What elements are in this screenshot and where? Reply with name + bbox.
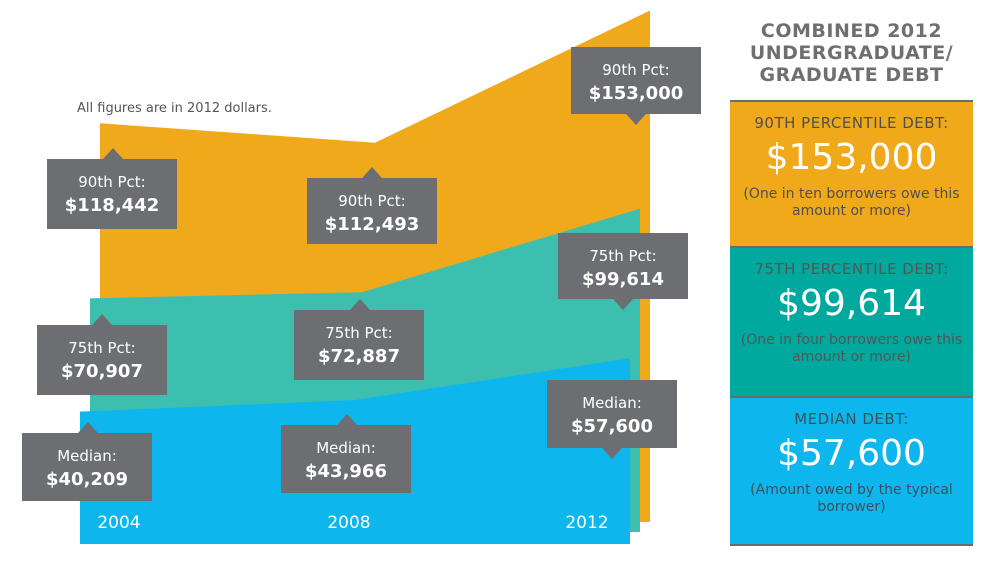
callout-p75-2012: 75th Pct: $99,614 <box>558 233 688 310</box>
callout-value: $57,600 <box>571 416 653 437</box>
panel-amount: $57,600 <box>777 433 926 474</box>
sidebar-title-line: COMBINED 2012 <box>760 20 943 42</box>
callout-series-name: 75th Pct: <box>589 247 656 265</box>
sidebar-title-line: GRADUATE DEBT <box>759 64 944 86</box>
callout-box <box>37 325 167 395</box>
callout-series-name: 75th Pct: <box>325 324 392 342</box>
callout-box <box>22 433 152 501</box>
panel-median: MEDIAN DEBT: $57,600 (Amount owed by the… <box>730 396 973 546</box>
callout-pointer <box>613 299 633 310</box>
callout-median-2004: Median: $40,209 <box>22 422 152 501</box>
panel-label: MEDIAN DEBT: <box>794 410 909 428</box>
callout-value: $118,442 <box>65 195 160 216</box>
callout-box <box>47 159 177 229</box>
x-axis-labels: 2004 2008 2012 <box>97 513 608 533</box>
debt-area-chart: 2004 2008 2012 90th Pct: $118,442 90th Pct: $… <box>22 10 701 544</box>
x-tick-label: 2012 <box>565 513 608 533</box>
callout-series-name: 90th Pct: <box>78 173 145 191</box>
callout-median-2008: Median: $43,966 <box>281 414 411 493</box>
callout-box <box>281 425 411 493</box>
callout-pointer <box>350 299 370 310</box>
callout-p75-2004: 75th Pct: $70,907 <box>37 314 167 395</box>
sidebar-title: COMBINED 2012 UNDERGRADUATE/ GRADUATE DE… <box>730 20 973 86</box>
callout-value: $153,000 <box>589 83 684 104</box>
panel-description: (Amount owed by the typical borrower) <box>750 482 953 515</box>
callout-series-name: 75th Pct: <box>68 339 135 357</box>
callout-p90-2012: 90th Pct: $153,000 <box>571 47 701 125</box>
callout-box <box>307 178 437 244</box>
summary-sidebar: COMBINED 2012 UNDERGRADUATE/ GRADUATE DE… <box>730 0 973 567</box>
panel-75th-percentile: 75TH PERCENTILE DEBT: $99,614 (One in fo… <box>730 246 973 396</box>
panel-amount: $99,614 <box>777 283 926 324</box>
callout-p90-2004: 90th Pct: $118,442 <box>47 148 177 229</box>
panel-description: (One in ten borrowers owe this amount or… <box>743 186 960 219</box>
panel-label: 90TH PERCENTILE DEBT: <box>754 114 949 132</box>
callout-pointer <box>626 114 646 125</box>
callout-median-2012: Median: $57,600 <box>547 380 677 459</box>
callout-box <box>571 47 701 114</box>
callout-pointer <box>337 414 357 425</box>
callout-pointer <box>92 314 112 325</box>
callout-series-name: Median: <box>57 447 117 465</box>
callout-value: $70,907 <box>61 361 143 382</box>
callout-box <box>558 233 688 299</box>
panel-description: (One in four borrowers owe this amount o… <box>740 332 963 365</box>
callout-p90-2008: 90th Pct: $112,493 <box>307 167 437 244</box>
dollars-note: All figures are in 2012 dollars. <box>77 101 272 116</box>
callout-series-name: 90th Pct: <box>602 61 669 79</box>
x-tick-label: 2008 <box>327 513 370 533</box>
panel-amount: $153,000 <box>765 137 938 178</box>
callout-pointer <box>103 148 123 159</box>
callout-box <box>294 310 424 380</box>
callout-value: $43,966 <box>305 461 387 482</box>
x-tick-label: 2004 <box>97 513 140 533</box>
sidebar-title-line: UNDERGRADUATE/ <box>749 42 954 64</box>
panel-label: 75TH PERCENTILE DEBT: <box>754 260 949 278</box>
callout-series-name: Median: <box>582 394 642 412</box>
callout-pointer <box>362 167 382 178</box>
callout-value: $99,614 <box>582 269 664 290</box>
callout-p75-2008: 75th Pct: $72,887 <box>294 299 424 380</box>
callout-series-name: 90th Pct: <box>338 192 405 210</box>
callout-series-name: Median: <box>316 439 376 457</box>
callout-box <box>547 380 677 448</box>
callout-pointer <box>602 448 622 459</box>
callout-value: $40,209 <box>46 469 128 490</box>
callout-value: $112,493 <box>325 214 420 235</box>
callout-pointer <box>78 422 98 433</box>
callout-value: $72,887 <box>318 346 400 367</box>
panel-90th-percentile: 90TH PERCENTILE DEBT: $153,000 (One in t… <box>730 100 973 246</box>
